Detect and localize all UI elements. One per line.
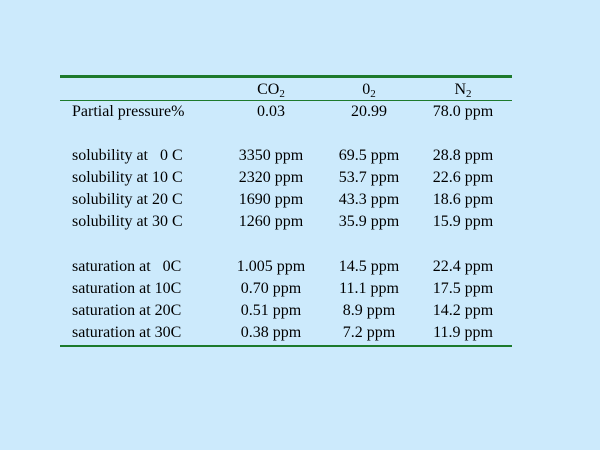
- cell-o2: 7.2 ppm: [342, 324, 396, 341]
- cell-co2: 3350 ppm: [238, 147, 304, 164]
- row-label: solubility at 0 C: [72, 147, 183, 164]
- cell-co2: 0.03: [257, 103, 285, 120]
- cell-o2: 43.3 ppm: [338, 191, 400, 208]
- row-label: saturation at 20C: [72, 302, 182, 319]
- header-row: CO2 02 N2: [0, 80, 600, 100]
- cell-n2: 11.9 ppm: [433, 324, 493, 341]
- table-row: Partial pressure% 0.03 20.99 78.0 ppm: [0, 102, 600, 122]
- cell-o2: 35.9 ppm: [338, 213, 400, 230]
- cell-co2: 0.70 ppm: [240, 280, 302, 297]
- cell-o2: 14.5 ppm: [338, 258, 400, 275]
- cell-n2: 18.6 ppm: [432, 191, 494, 208]
- row-label: solubility at 10 C: [72, 169, 183, 186]
- row-label: saturation at 30C: [72, 324, 182, 341]
- cell-co2: 1260 ppm: [238, 213, 304, 230]
- row-label: Partial pressure%: [72, 103, 185, 120]
- cell-n2: 15.9 ppm: [432, 213, 494, 230]
- cell-o2: 8.9 ppm: [342, 302, 396, 319]
- row-label: solubility at 30 C: [72, 213, 183, 230]
- cell-co2: 0.51 ppm: [240, 302, 302, 319]
- table-row: saturation at 30C 0.38 ppm 7.2 ppm 11.9 ppm: [0, 323, 600, 343]
- header-rule: [60, 100, 512, 101]
- row-label: saturation at 10C: [72, 280, 182, 297]
- row-label: saturation at 0C: [72, 258, 182, 275]
- table-row: saturation at 20C 0.51 ppm 8.9 ppm 14.2 ppm: [0, 301, 600, 321]
- cell-n2: 14.2 ppm: [432, 302, 494, 319]
- cell-o2: 20.99: [351, 103, 387, 120]
- cell-n2: 78.0 ppm: [432, 103, 494, 120]
- cell-o2: 11.1 ppm: [339, 280, 399, 297]
- table-top-rule: [60, 75, 512, 78]
- cell-o2: 69.5 ppm: [338, 147, 400, 164]
- row-label: solubility at 20 C: [72, 191, 183, 208]
- cell-co2: 1.005 ppm: [236, 258, 306, 275]
- header-o2: 02: [362, 81, 376, 100]
- cell-co2: 0.38 ppm: [240, 324, 302, 341]
- header-n2: N2: [454, 81, 472, 100]
- table-row: solubility at 10 C 2320 ppm 53.7 ppm 22.6 p…: [0, 168, 600, 188]
- table-row: solubility at 20 C 1690 ppm 43.3 ppm 18.6 p…: [0, 190, 600, 210]
- cell-n2: 22.4 ppm: [432, 258, 494, 275]
- cell-n2: 28.8 ppm: [432, 147, 494, 164]
- cell-co2: 1690 ppm: [238, 191, 304, 208]
- cell-co2: 2320 ppm: [238, 169, 304, 186]
- table-row: solubility at 0 C 3350 ppm 69.5 ppm 28.8 pp…: [0, 146, 600, 166]
- table-row: saturation at 0C 1.005 ppm 14.5 ppm 22.4 pp…: [0, 257, 600, 277]
- header-co2: CO2: [257, 81, 285, 100]
- cell-n2: 17.5 ppm: [432, 280, 494, 297]
- cell-n2: 22.6 ppm: [432, 169, 494, 186]
- table-bottom-rule: [60, 345, 512, 347]
- cell-o2: 53.7 ppm: [338, 169, 400, 186]
- table-row: saturation at 10C 0.70 ppm 11.1 ppm 17.5 pp…: [0, 279, 600, 299]
- table-row: solubility at 30 C 1260 ppm 35.9 ppm 15.9 p…: [0, 212, 600, 232]
